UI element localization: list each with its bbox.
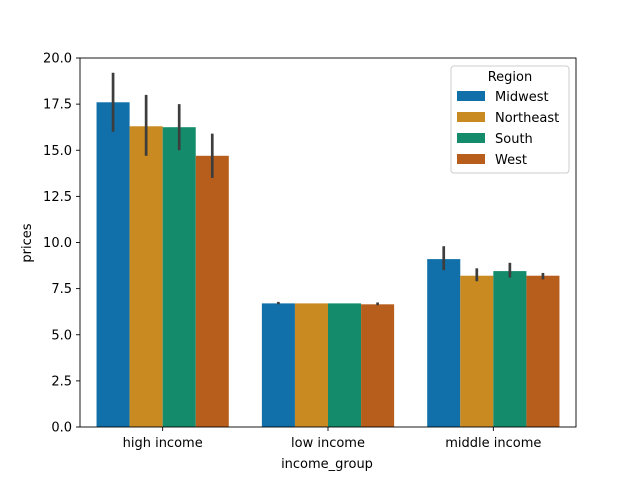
error-bars-layer xyxy=(111,72,545,306)
y-tick-label: 17.5 xyxy=(43,98,72,113)
legend-label-south: South xyxy=(495,132,533,147)
legend-label-northeast: Northeast xyxy=(495,111,559,126)
bar-midwest-1 xyxy=(261,303,295,427)
legend-swatch-northeast xyxy=(457,112,485,122)
legend-swatch-west xyxy=(457,154,485,164)
bar-northeast-2 xyxy=(460,275,494,427)
bar-midwest-2 xyxy=(427,259,461,427)
y-axis-label: prices xyxy=(20,223,35,262)
bar-west-1 xyxy=(361,304,395,427)
axes-layer: 0.0 2.5 5.0 7.5 10.0 12.5 15.0 17.5 20.0 high inc… xyxy=(43,52,577,451)
bar-south-1 xyxy=(328,303,362,427)
legend: Region Midwest Northeast South West xyxy=(450,65,570,174)
bar-midwest-0 xyxy=(96,102,130,427)
y-tick-label: 15.0 xyxy=(43,144,72,159)
y-tick-label: 0.0 xyxy=(51,421,72,436)
y-tick-label: 12.5 xyxy=(43,190,72,205)
x-tick-label: high income xyxy=(123,436,203,451)
bar-northeast-1 xyxy=(294,303,328,427)
y-tick-label: 10.0 xyxy=(43,236,72,251)
bar-west-0 xyxy=(195,155,229,427)
bar-northeast-0 xyxy=(129,126,163,427)
bars-layer xyxy=(96,102,560,427)
y-tick-label: 5.0 xyxy=(51,328,72,343)
y-tick-label: 20.0 xyxy=(43,52,72,67)
x-axis-label: income_group xyxy=(281,457,373,472)
legend-title: Region xyxy=(488,70,533,85)
legend-label-west: West xyxy=(495,153,527,168)
bar-west-2 xyxy=(526,275,560,427)
bar-south-0 xyxy=(162,127,196,427)
bar-south-2 xyxy=(493,271,527,427)
y-tick-label: 2.5 xyxy=(51,374,72,389)
legend-swatch-midwest xyxy=(457,91,485,101)
x-tick-label: low income xyxy=(291,436,365,451)
y-tick-label: 7.5 xyxy=(51,282,72,297)
legend-swatch-south xyxy=(457,133,485,143)
x-tick-label: middle income xyxy=(445,436,541,451)
legend-label-midwest: Midwest xyxy=(495,90,549,105)
